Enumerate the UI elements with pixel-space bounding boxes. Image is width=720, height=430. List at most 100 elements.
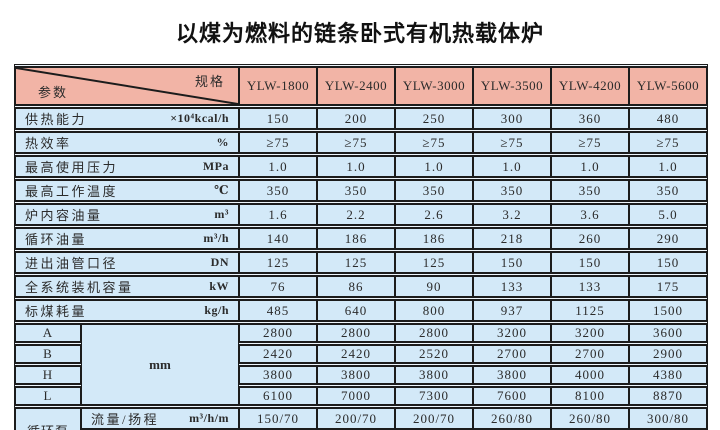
table-row: 最高使用压力 MPa 1.0 1.0 1.0 1.0 1.0 1.0 (15, 155, 707, 178)
row-label-cell: 最高工作温度 ℃ (15, 179, 239, 202)
value-cell: 150 (551, 251, 629, 274)
row-unit: MPa (202, 159, 229, 173)
table-row: A mm 2800 2800 2800 3200 3200 3600 (15, 323, 707, 406)
row-label: 标煤耗量 (25, 304, 88, 319)
value-cell: 133 (473, 275, 551, 298)
value-cell: 7600 (473, 386, 551, 406)
value-cell: 260/80 (473, 407, 551, 430)
value-cell: 2520 (395, 344, 473, 364)
value-cell: 260 (551, 227, 629, 250)
column-header: YLW-1800 (239, 66, 317, 106)
value-cell: 360 (551, 107, 629, 130)
dim-label: L (15, 386, 81, 406)
value-cell: 2420 (317, 344, 395, 364)
value-cell: 1.0 (629, 155, 707, 178)
value-cell: 3200 (551, 323, 629, 343)
value-cell: 4380 (629, 365, 707, 385)
row-label: 循环油量 (25, 232, 88, 247)
row-label: 供热能力 (25, 112, 88, 127)
value-cell: 3800 (395, 365, 473, 385)
value-cell: 6100 (239, 386, 317, 406)
value-cell: 125 (239, 251, 317, 274)
value-cell: ≥75 (551, 131, 629, 154)
value-cell: 4000 (551, 365, 629, 385)
row-unit: ℃ (214, 183, 229, 197)
value-cell: 7300 (395, 386, 473, 406)
value-cell: ≥75 (317, 131, 395, 154)
row-unit: DN (210, 255, 229, 269)
row-unit: m³ (214, 207, 229, 221)
row-label: 最高使用压力 (25, 160, 119, 175)
column-header: YLW-4200 (551, 66, 629, 106)
value-cell: 3800 (473, 365, 551, 385)
row-unit: % (216, 135, 229, 149)
row-unit: ×10⁴kcal/h (170, 111, 229, 125)
value-cell: 1.0 (239, 155, 317, 178)
value-cell: ≥75 (629, 131, 707, 154)
value-cell: 186 (395, 227, 473, 250)
value-cell: 300 (473, 107, 551, 130)
value-cell: 350 (473, 179, 551, 202)
value-cell: 186 (317, 227, 395, 250)
value-cell: 125 (317, 251, 395, 274)
dim-label: A (15, 323, 81, 343)
value-cell: 140 (239, 227, 317, 250)
value-cell: 1.0 (395, 155, 473, 178)
value-cell: 800 (395, 299, 473, 322)
value-cell: 350 (395, 179, 473, 202)
spec-table: 规格 参数 YLW-1800 YLW-2400 YLW-3000 YLW-350… (14, 64, 708, 430)
value-cell: 640 (317, 299, 395, 322)
row-label: 炉内容油量 (25, 208, 103, 223)
value-cell: 2420 (239, 344, 317, 364)
value-cell: 7000 (317, 386, 395, 406)
value-cell: 3800 (239, 365, 317, 385)
value-cell: 2700 (551, 344, 629, 364)
value-cell: 350 (239, 179, 317, 202)
value-cell: 8100 (551, 386, 629, 406)
dim-label: B (15, 344, 81, 364)
table-row: 供热能力 ×10⁴kcal/h 150 200 250 300 360 480 (15, 107, 707, 130)
value-cell: 350 (317, 179, 395, 202)
row-label-cell: 循环油量 m³/h (15, 227, 239, 250)
diagonal-line (16, 68, 238, 104)
table-row: 循环泵 流量/扬程 m³/h/m 150/70 200/70 200/70 260… (15, 407, 707, 430)
table-row: 全系统装机容量 kW 76 86 90 133 133 175 (15, 275, 707, 298)
value-cell: 150 (473, 251, 551, 274)
value-cell: ≥75 (473, 131, 551, 154)
header-row: 规格 参数 YLW-1800 YLW-2400 YLW-3000 YLW-350… (15, 66, 707, 106)
table-row: 炉内容油量 m³ 1.6 2.2 2.6 3.2 3.6 5.0 (15, 203, 707, 226)
pump-label: 循环泵 (15, 407, 81, 430)
pump-row-label: 流量/扬程 (91, 412, 160, 427)
value-cell: 218 (473, 227, 551, 250)
value-cell: 350 (629, 179, 707, 202)
value-cell: 125 (395, 251, 473, 274)
value-cell: 90 (395, 275, 473, 298)
row-label: 全系统装机容量 (25, 280, 134, 295)
row-unit: m³/h (203, 231, 229, 245)
column-header: YLW-3500 (473, 66, 551, 106)
table-row: 标煤耗量 kg/h 485 640 800 937 1125 1500 (15, 299, 707, 322)
dim-unit: mm (81, 323, 239, 406)
value-cell: 3.6 (551, 203, 629, 226)
value-cell: 150/70 (239, 407, 317, 430)
value-cell: ≥75 (395, 131, 473, 154)
value-cell: 1.0 (317, 155, 395, 178)
value-cell: 290 (629, 227, 707, 250)
value-cell: 150 (629, 251, 707, 274)
value-cell: 300/80 (629, 407, 707, 430)
value-cell: 5.0 (629, 203, 707, 226)
value-cell: 350 (551, 179, 629, 202)
page-title: 以煤为燃料的链条卧式有机热载体炉 (175, 21, 544, 46)
value-cell: 937 (473, 299, 551, 322)
value-cell: 250 (395, 107, 473, 130)
value-cell: 2800 (317, 323, 395, 343)
row-label-cell: 进出油管口径 DN (15, 251, 239, 274)
value-cell: 1.6 (239, 203, 317, 226)
value-cell: 1.0 (551, 155, 629, 178)
row-label-cell: 最高使用压力 MPa (15, 155, 239, 178)
column-header: YLW-2400 (317, 66, 395, 106)
table-row: 最高工作温度 ℃ 350 350 350 350 350 350 (15, 179, 707, 202)
column-header: YLW-5600 (629, 66, 707, 106)
value-cell: 3800 (317, 365, 395, 385)
